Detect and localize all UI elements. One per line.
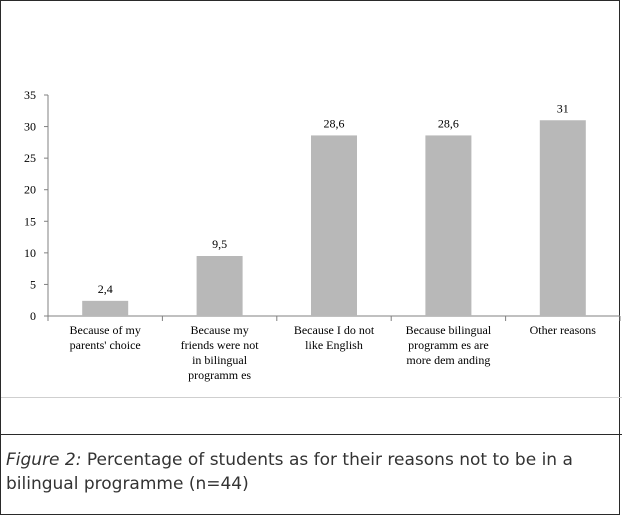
caption-divider [1, 434, 622, 435]
y-axis: 0 5 10 15 20 25 30 35 [24, 88, 49, 323]
y-tick-label: 30 [24, 120, 36, 134]
divider [1, 397, 622, 398]
caption-text: Percentage of students as for their reas… [6, 450, 573, 494]
y-tick-label: 20 [24, 183, 36, 197]
value-labels-group: 2,4 9,5 28,6 28,6 31 [98, 101, 569, 296]
bars-group [82, 120, 586, 316]
value-label: 28,6 [438, 116, 459, 130]
figure-caption: Figure 2: Percentage of students as for … [6, 448, 612, 496]
bar [425, 135, 472, 316]
y-tick-label: 10 [24, 246, 36, 260]
bar [196, 256, 243, 316]
x-axis [47, 315, 621, 321]
y-tick-label: 0 [30, 309, 36, 323]
category-label: Because of my parents' choice [70, 323, 141, 352]
category-label: Other reasons [530, 323, 597, 337]
bar [539, 120, 586, 316]
bar [82, 300, 129, 316]
bar [311, 135, 357, 316]
value-label: 2,4 [98, 282, 113, 296]
bar-chart: 0 5 10 15 20 25 30 35 2,4 9,5 28,6 28,6 31 Because … [24, 88, 621, 382]
y-tick-label: 5 [30, 277, 36, 291]
category-labels-group: Because of my parents' choice Because my fr… [70, 323, 597, 382]
category-label: Because my friends were not in bilingual pr… [181, 323, 260, 382]
value-label: 9,5 [212, 237, 227, 251]
y-tick-label: 15 [24, 214, 36, 228]
value-label: 28,6 [324, 116, 345, 130]
value-label: 31 [557, 101, 569, 115]
y-tick-label: 35 [24, 88, 36, 102]
category-label: Because bilingual programm es are more dem… [406, 323, 492, 367]
figure-label: Figure 2: [6, 450, 82, 470]
y-tick-label: 25 [24, 151, 36, 165]
category-label: Because I do not like English [294, 323, 375, 352]
